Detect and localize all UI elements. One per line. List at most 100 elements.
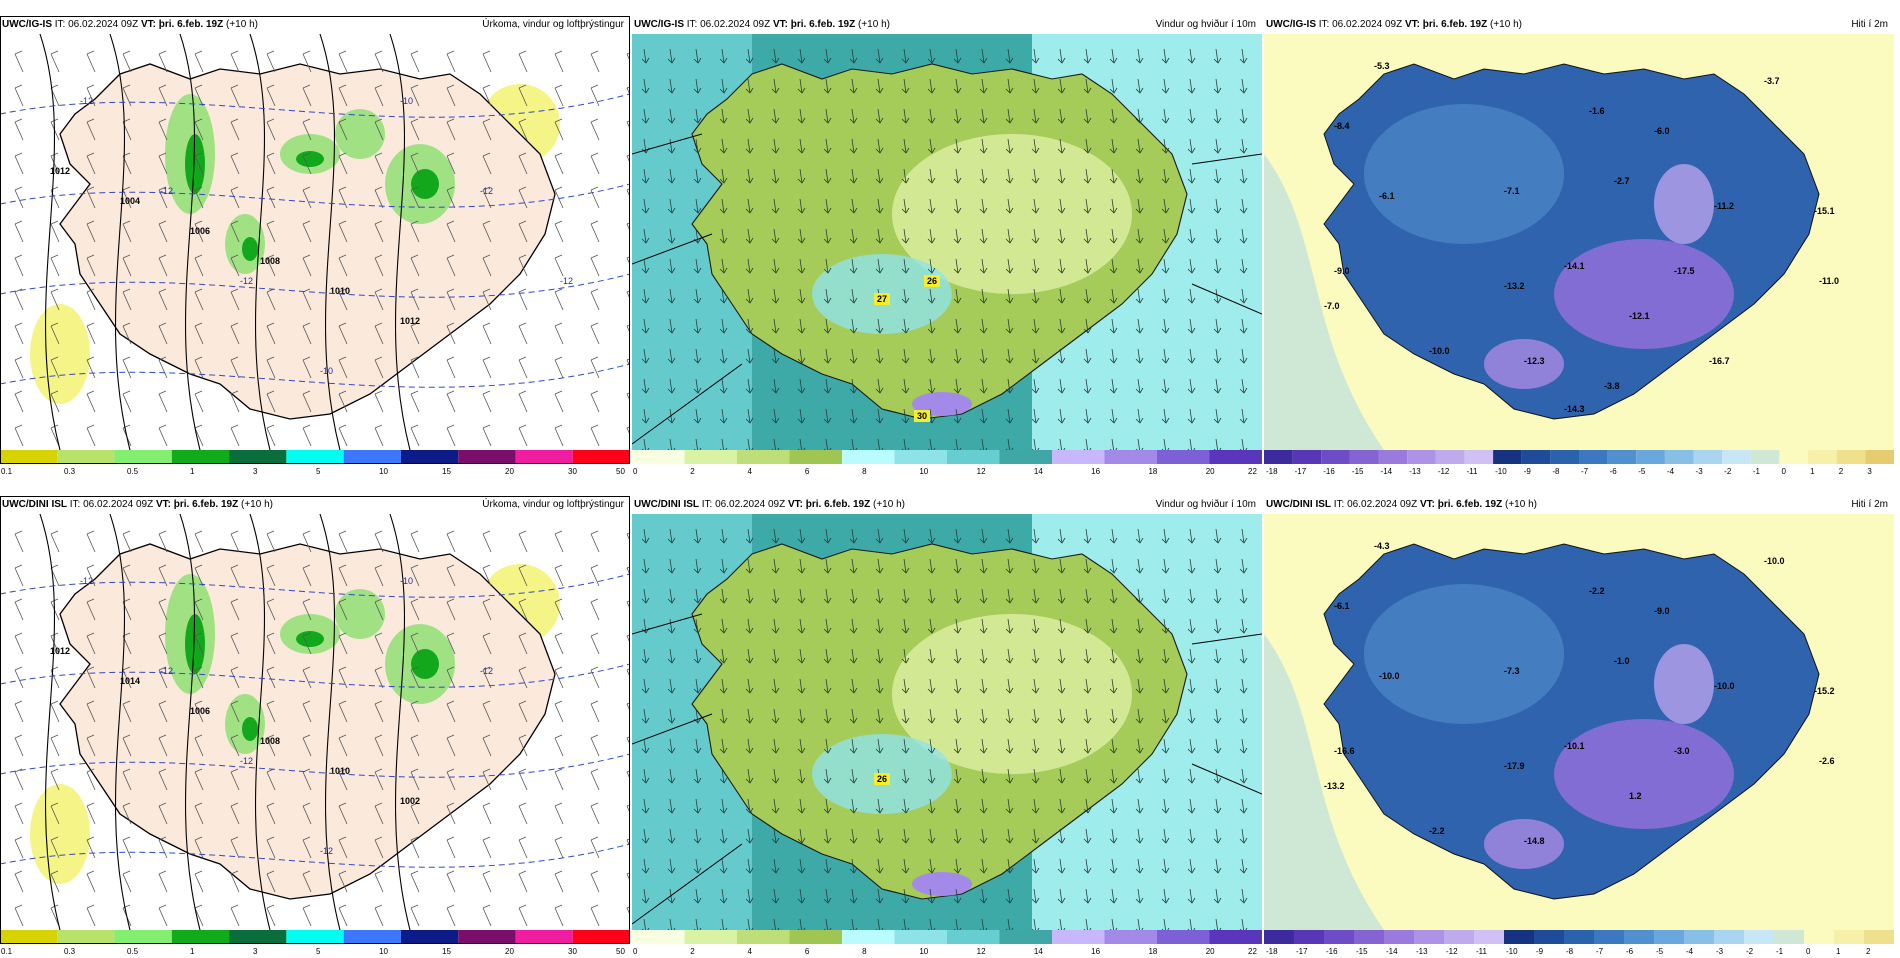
forecast-map: 27 26 30: [632, 34, 1262, 450]
legend-swatch: [1836, 450, 1866, 464]
wind-area: [892, 134, 1132, 294]
wind-barbs: [14, 50, 630, 447]
precip-area: [296, 631, 324, 647]
init-time: 06.02.2024 09Z: [83, 499, 154, 510]
legend-swatch: [1294, 930, 1324, 944]
legend-swatch: [1750, 450, 1780, 464]
gust-marker: [924, 275, 940, 287]
model-name: UWC/DINI ISL: [2, 499, 67, 510]
wind-arrows: [641, 528, 1248, 930]
precip-area: [411, 169, 439, 199]
field-title: Úrkoma, vindur og loftþrýstingur: [482, 19, 624, 30]
precip-area: [30, 784, 90, 884]
legend-tick-label: -10: [1506, 947, 1518, 956]
legend-tick-label: -6: [1626, 947, 1634, 956]
legend-tick-label: 1: [190, 467, 195, 476]
valid-time: þri. 6.feb. 19Z: [1437, 499, 1503, 510]
temp-label: -9.0: [1654, 606, 1670, 616]
legend-tick-label: 20: [1206, 467, 1215, 476]
legend-tick-label: -11: [1476, 947, 1488, 956]
legend-swatch: [1664, 450, 1694, 464]
legend-swatch: [229, 450, 287, 464]
isobar-label: 1012: [50, 646, 70, 656]
legend-swatch: [1808, 450, 1837, 464]
legend-swatch: [171, 930, 230, 944]
legend-tick-label: 20: [505, 467, 514, 476]
isobars: [39, 514, 411, 930]
legend-tick-label: -16: [1326, 947, 1338, 956]
legend-tick-label: -2: [1746, 947, 1754, 956]
legend-swatch: [57, 930, 115, 944]
isotherm-label: -12: [320, 846, 333, 856]
legend-tick-label: 3: [1867, 467, 1872, 476]
run-info: UWC/IG-IS IT: 06.02.2024 09Z VT: þri. 6.…: [2, 16, 258, 34]
lead-time: (+10 h): [226, 19, 258, 30]
temp-area: [1554, 239, 1734, 349]
legend-swatch: [1292, 450, 1322, 464]
isobar-label: 1010: [330, 286, 350, 296]
legend-tick-label: 18: [1148, 467, 1157, 476]
temp-label: -2.2: [1429, 826, 1445, 836]
forecast-panel-wind: UWC/DINI ISL IT: 06.02.2024 09Z VT: þri.…: [632, 496, 1262, 958]
temp-label: -12.3: [1524, 356, 1545, 366]
gust-marker: [874, 773, 890, 785]
legend-swatch: [1474, 930, 1504, 944]
legend-tick-label: -18: [1266, 467, 1278, 476]
isobar-label: 1008: [260, 256, 280, 266]
legend-swatch: [114, 450, 172, 464]
gust-label: 27: [877, 294, 887, 304]
it-label: IT:: [686, 19, 698, 30]
model-name: UWC/IG-IS: [2, 19, 52, 30]
forecast-panel-wind: UWC/IG-IS IT: 06.02.2024 09Z VT: þri. 6.…: [632, 16, 1262, 478]
legend-swatch: [400, 930, 459, 944]
legend-swatch: [114, 930, 172, 944]
temp-label: -14.3: [1564, 404, 1585, 414]
temp-label: -2.2: [1589, 586, 1605, 596]
legend-tick-label: 0: [633, 947, 638, 956]
field-title: Hiti í 2m: [1851, 19, 1888, 30]
isotherm-label: -12: [80, 576, 93, 586]
forecast-map: -4.3 -10.0 -6.1 -2.2 -9.0 -10.0 -7.3 -1.0 -10.0 -…: [1264, 514, 1894, 930]
legend-tick-label: 3: [253, 467, 258, 476]
wind-area: [912, 872, 972, 896]
panel-header: UWC/DINI ISL IT: 06.02.2024 09Z VT: þri.…: [632, 496, 1262, 514]
region-border: [632, 613, 1262, 925]
legend-swatch: [1865, 450, 1894, 464]
temp-area: [1364, 104, 1564, 244]
isobar-label: 1006: [190, 706, 210, 716]
panel-header: UWC/DINI ISL IT: 06.02.2024 09Z VT: þri.…: [0, 496, 630, 514]
legend-tick-label: 12: [977, 467, 986, 476]
it-label: IT:: [1333, 499, 1345, 510]
legend-tick-label: -16: [1323, 467, 1335, 476]
field-title: Úrkoma, vindur og loftþrýstingur: [482, 499, 624, 510]
legend-tick-label: 22: [1248, 467, 1257, 476]
legend-swatch: [1594, 930, 1624, 944]
legend-tick-label: 0.5: [127, 467, 139, 476]
temp-label: -10.0: [1429, 346, 1450, 356]
it-label: IT:: [54, 19, 66, 30]
temp-label: -7.1: [1504, 186, 1520, 196]
legend-tick-label: 16: [1091, 467, 1100, 476]
init-time: 06.02.2024 09Z: [1347, 499, 1418, 510]
color-legend: -18 -17 -16 -15 -14 -13 -12 -11 -10 -9 -8 -7 -6 -5 -4-…: [1264, 930, 1894, 956]
legend-swatch: [842, 450, 895, 464]
legend-swatch: [1834, 930, 1864, 944]
legend-tick-label: 50: [616, 467, 625, 476]
legend-tick-label: -12: [1438, 467, 1450, 476]
isotherm-label: -12: [80, 96, 93, 106]
legend-tick-label: 5: [316, 467, 321, 476]
isotherm-label: -12: [160, 666, 173, 676]
precip-area: [335, 589, 385, 639]
isobar-label: 1010: [330, 766, 350, 776]
forecast-map: 26: [632, 514, 1262, 930]
temp-label: -6.1: [1379, 191, 1395, 201]
legend-tick-label: 2: [690, 947, 695, 956]
legend-swatch: [894, 450, 947, 464]
legend-tick-label: -9: [1536, 947, 1544, 956]
temp-label: -5.3: [1374, 61, 1390, 71]
isotherms: [0, 93, 630, 388]
legend-tick-label: -14: [1386, 947, 1398, 956]
temp-area: [1484, 339, 1564, 389]
legend-tick-label: -3: [1716, 947, 1724, 956]
legend-tick-label: 10: [919, 947, 928, 956]
